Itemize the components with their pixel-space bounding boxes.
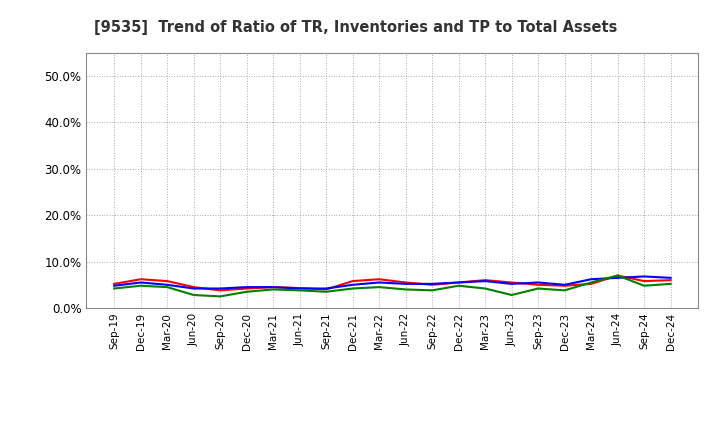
Inventories (401, 281, 410, 286)
Trade Payables (640, 283, 649, 288)
Trade Receivables (587, 281, 595, 286)
Inventories (295, 286, 304, 291)
Inventories (136, 280, 145, 285)
Trade Payables (613, 273, 622, 278)
Trade Receivables (348, 279, 357, 284)
Trade Receivables (269, 285, 277, 290)
Trade Payables (216, 294, 225, 299)
Trade Payables (375, 285, 384, 290)
Inventories (613, 275, 622, 280)
Inventories (375, 280, 384, 285)
Trade Payables (534, 286, 542, 291)
Trade Payables (295, 288, 304, 293)
Inventories (110, 283, 119, 288)
Trade Payables (348, 286, 357, 291)
Inventories (534, 280, 542, 285)
Line: Inventories: Inventories (114, 276, 670, 289)
Trade Receivables (322, 287, 330, 292)
Trade Receivables (560, 283, 569, 288)
Trade Receivables (163, 279, 171, 284)
Trade Payables (454, 283, 463, 288)
Inventories (560, 282, 569, 287)
Trade Payables (136, 283, 145, 288)
Inventories (428, 281, 436, 286)
Trade Receivables (243, 286, 251, 291)
Inventories (243, 285, 251, 290)
Trade Payables (401, 287, 410, 292)
Inventories (348, 282, 357, 287)
Trade Payables (269, 287, 277, 292)
Trade Payables (428, 288, 436, 293)
Trade Receivables (110, 281, 119, 286)
Text: [9535]  Trend of Ratio of TR, Inventories and TP to Total Assets: [9535] Trend of Ratio of TR, Inventories… (94, 20, 617, 35)
Trade Receivables (534, 282, 542, 287)
Line: Trade Payables: Trade Payables (114, 275, 670, 297)
Trade Payables (587, 280, 595, 285)
Trade Receivables (454, 280, 463, 285)
Trade Payables (110, 286, 119, 291)
Trade Payables (508, 292, 516, 297)
Trade Receivables (375, 277, 384, 282)
Trade Payables (666, 281, 675, 286)
Inventories (163, 282, 171, 287)
Inventories (189, 286, 198, 291)
Inventories (481, 279, 490, 284)
Trade Payables (163, 285, 171, 290)
Inventories (587, 277, 595, 282)
Trade Payables (481, 286, 490, 291)
Trade Payables (189, 292, 198, 297)
Trade Receivables (508, 280, 516, 285)
Trade Payables (560, 288, 569, 293)
Trade Payables (243, 289, 251, 294)
Inventories (454, 280, 463, 285)
Trade Receivables (189, 285, 198, 290)
Inventories (269, 285, 277, 290)
Trade Receivables (613, 273, 622, 278)
Inventories (640, 274, 649, 279)
Trade Receivables (295, 286, 304, 291)
Trade Receivables (640, 279, 649, 284)
Trade Receivables (666, 278, 675, 283)
Line: Trade Receivables: Trade Receivables (114, 275, 670, 290)
Inventories (322, 286, 330, 291)
Trade Receivables (136, 277, 145, 282)
Trade Payables (322, 289, 330, 294)
Trade Receivables (428, 282, 436, 287)
Inventories (508, 281, 516, 286)
Trade Receivables (401, 280, 410, 285)
Inventories (666, 275, 675, 280)
Inventories (216, 286, 225, 291)
Trade Receivables (216, 288, 225, 293)
Trade Receivables (481, 278, 490, 283)
